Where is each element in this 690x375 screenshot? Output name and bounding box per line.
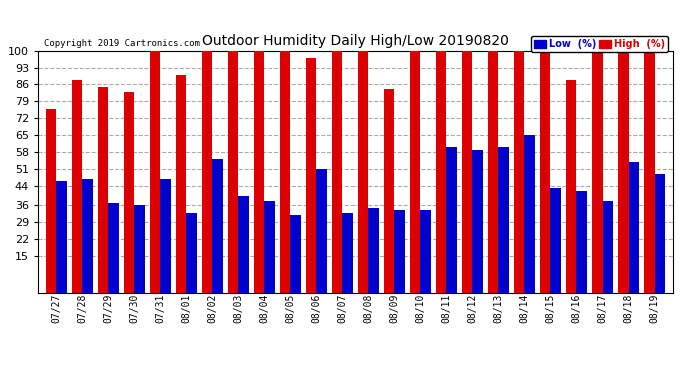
Bar: [72, 80, 82, 292]
Bar: [436, 51, 446, 292]
Bar: [602, 201, 613, 292]
Bar: [342, 213, 353, 292]
Bar: [618, 51, 629, 292]
Bar: [254, 51, 264, 292]
Bar: [82, 179, 92, 292]
Bar: [514, 51, 524, 292]
Bar: [368, 208, 379, 292]
Bar: [264, 201, 275, 292]
Bar: [473, 150, 483, 292]
Bar: [488, 51, 498, 292]
Bar: [238, 196, 248, 292]
Bar: [420, 210, 431, 292]
Bar: [46, 109, 56, 292]
Bar: [592, 51, 602, 292]
Bar: [160, 179, 170, 292]
Bar: [213, 159, 223, 292]
Bar: [395, 210, 405, 292]
Title: Outdoor Humidity Daily High/Low 20190820: Outdoor Humidity Daily High/Low 20190820: [202, 34, 509, 48]
Bar: [576, 191, 587, 292]
Bar: [524, 135, 535, 292]
Bar: [56, 181, 66, 292]
Bar: [290, 215, 301, 292]
Bar: [228, 51, 238, 292]
Bar: [446, 147, 457, 292]
Bar: [186, 213, 197, 292]
Bar: [150, 51, 160, 292]
Bar: [306, 58, 316, 292]
Bar: [332, 51, 342, 292]
Bar: [551, 189, 561, 292]
Bar: [280, 51, 290, 292]
Bar: [498, 147, 509, 292]
Bar: [462, 51, 473, 292]
Bar: [629, 162, 639, 292]
Bar: [135, 206, 145, 292]
Bar: [540, 51, 551, 292]
Bar: [202, 51, 213, 292]
Bar: [108, 203, 119, 292]
Bar: [655, 174, 665, 292]
Bar: [644, 51, 655, 292]
Text: Copyright 2019 Cartronics.com: Copyright 2019 Cartronics.com: [44, 39, 200, 48]
Bar: [124, 92, 135, 292]
Bar: [358, 51, 368, 292]
Bar: [176, 75, 186, 292]
Bar: [410, 51, 420, 292]
Bar: [316, 169, 327, 292]
Bar: [384, 89, 395, 292]
Legend: Low  (%), High  (%): Low (%), High (%): [531, 36, 668, 52]
Bar: [566, 80, 576, 292]
Bar: [98, 87, 108, 292]
